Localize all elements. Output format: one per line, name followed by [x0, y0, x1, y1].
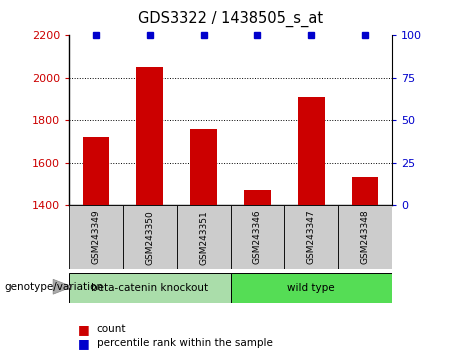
Bar [284, 205, 338, 269]
Text: GSM243349: GSM243349 [92, 210, 100, 264]
Text: percentile rank within the sample: percentile rank within the sample [97, 338, 273, 348]
Bar [83, 137, 109, 205]
Text: beta-catenin knockout: beta-catenin knockout [91, 282, 208, 293]
Polygon shape [53, 279, 72, 294]
Text: GSM243346: GSM243346 [253, 210, 262, 264]
Bar [136, 67, 163, 205]
Text: count: count [97, 324, 126, 334]
Bar [298, 97, 325, 205]
Bar [69, 205, 123, 269]
Text: wild type: wild type [287, 282, 335, 293]
Bar [338, 205, 392, 269]
Bar [230, 273, 392, 303]
Text: ■: ■ [78, 337, 90, 350]
Text: GSM243350: GSM243350 [145, 210, 154, 264]
Text: GDS3322 / 1438505_s_at: GDS3322 / 1438505_s_at [138, 11, 323, 27]
Text: ■: ■ [78, 323, 90, 336]
Bar [123, 205, 177, 269]
Text: GSM243348: GSM243348 [361, 210, 369, 264]
Text: genotype/variation: genotype/variation [5, 282, 104, 292]
Bar [230, 205, 284, 269]
Bar [244, 190, 271, 205]
Text: GSM243347: GSM243347 [307, 210, 316, 264]
Bar [351, 177, 378, 205]
Bar [190, 129, 217, 205]
Text: GSM243351: GSM243351 [199, 210, 208, 264]
Bar [177, 205, 230, 269]
Bar [69, 273, 230, 303]
